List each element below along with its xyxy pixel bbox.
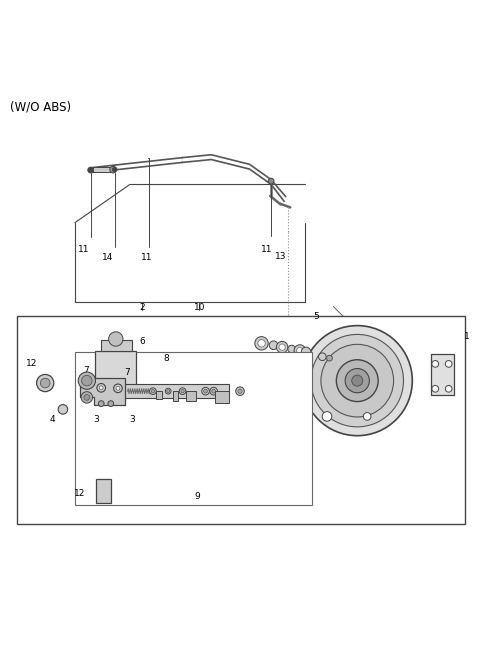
Text: 12: 12 <box>73 489 85 498</box>
Text: 15: 15 <box>293 355 304 363</box>
Circle shape <box>276 341 288 353</box>
Text: 7: 7 <box>83 365 89 375</box>
Text: 3: 3 <box>129 415 135 424</box>
Text: 11: 11 <box>78 245 89 255</box>
Circle shape <box>84 394 90 400</box>
Circle shape <box>279 344 285 350</box>
Circle shape <box>88 168 93 173</box>
Circle shape <box>236 387 244 396</box>
Circle shape <box>97 384 106 392</box>
Bar <box>101 340 132 351</box>
Circle shape <box>81 392 93 403</box>
Circle shape <box>345 369 370 393</box>
Circle shape <box>110 166 117 173</box>
Circle shape <box>36 375 54 392</box>
Bar <box>124 384 229 398</box>
Circle shape <box>288 345 296 353</box>
Circle shape <box>302 325 412 436</box>
Circle shape <box>150 388 156 394</box>
Circle shape <box>58 405 68 414</box>
Circle shape <box>181 390 184 393</box>
Circle shape <box>301 347 311 357</box>
Circle shape <box>112 167 117 172</box>
Circle shape <box>363 413 371 420</box>
Circle shape <box>255 337 268 350</box>
Circle shape <box>151 390 155 393</box>
Polygon shape <box>80 379 125 405</box>
Circle shape <box>167 390 169 392</box>
Circle shape <box>116 386 120 390</box>
Circle shape <box>114 384 122 392</box>
Circle shape <box>336 359 378 401</box>
Circle shape <box>432 386 439 392</box>
Circle shape <box>352 375 363 386</box>
Text: 3: 3 <box>94 415 99 424</box>
Circle shape <box>108 401 114 407</box>
Bar <box>156 391 161 400</box>
Text: 9: 9 <box>194 492 200 501</box>
Circle shape <box>212 389 216 393</box>
Circle shape <box>321 344 394 417</box>
Circle shape <box>88 167 94 173</box>
Text: 13: 13 <box>275 252 287 260</box>
Circle shape <box>311 335 404 427</box>
Circle shape <box>108 332 123 346</box>
Circle shape <box>179 388 186 394</box>
Circle shape <box>445 361 452 367</box>
Bar <box>173 391 178 401</box>
Circle shape <box>432 361 439 367</box>
Text: 6: 6 <box>139 337 145 346</box>
Circle shape <box>99 386 103 390</box>
Bar <box>96 351 136 386</box>
Circle shape <box>268 178 274 184</box>
Circle shape <box>82 375 92 386</box>
Circle shape <box>258 340 265 347</box>
Circle shape <box>165 388 171 394</box>
Circle shape <box>319 353 326 361</box>
Text: 2: 2 <box>139 303 144 312</box>
Text: 12: 12 <box>26 359 37 369</box>
Circle shape <box>322 411 332 421</box>
Bar <box>186 391 196 401</box>
Text: 11: 11 <box>261 245 272 253</box>
Circle shape <box>238 389 242 394</box>
Bar <box>432 354 455 395</box>
Text: 8: 8 <box>163 354 168 363</box>
Circle shape <box>297 347 303 354</box>
Text: 7: 7 <box>125 369 131 377</box>
Circle shape <box>204 389 207 393</box>
Circle shape <box>98 401 104 407</box>
Circle shape <box>210 387 217 395</box>
Bar <box>215 392 229 403</box>
Circle shape <box>202 387 209 395</box>
Circle shape <box>445 386 452 392</box>
Circle shape <box>40 379 50 388</box>
Circle shape <box>294 345 306 356</box>
Text: 10: 10 <box>193 303 205 312</box>
Bar <box>17 316 465 524</box>
Bar <box>96 479 111 502</box>
Circle shape <box>269 341 278 350</box>
Circle shape <box>326 356 332 361</box>
Text: 14: 14 <box>102 253 113 262</box>
Text: (W/O ABS): (W/O ABS) <box>10 100 72 113</box>
Text: 1: 1 <box>464 332 469 340</box>
Text: 11: 11 <box>141 253 153 262</box>
Circle shape <box>78 372 96 389</box>
Bar <box>93 167 112 172</box>
Bar <box>75 352 312 505</box>
Text: 4: 4 <box>49 415 55 424</box>
Text: 5: 5 <box>314 312 320 321</box>
